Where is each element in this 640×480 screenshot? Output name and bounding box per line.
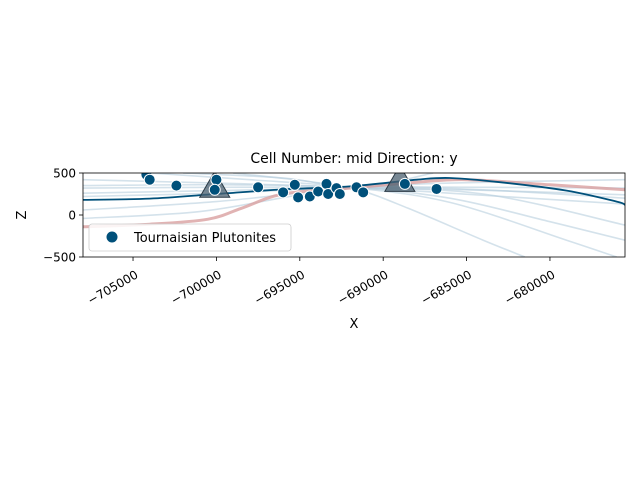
x-tick-label-5: −680000 bbox=[502, 267, 557, 307]
chart-title: Cell Number: mid Direction: y bbox=[250, 151, 457, 167]
y-axis-ticks: −500 0 500 bbox=[43, 167, 83, 265]
scatter-point-17 bbox=[398, 177, 411, 190]
scatter-point-18 bbox=[430, 182, 443, 195]
y-axis-label: Z bbox=[15, 210, 30, 219]
main-line bbox=[83, 177, 625, 206]
legend-marker bbox=[106, 231, 118, 243]
scatter-point-16 bbox=[357, 186, 370, 199]
legend-box bbox=[88, 223, 292, 252]
scatter-point-8 bbox=[292, 191, 305, 204]
scatter-point-12 bbox=[322, 188, 335, 200]
scatter-point-7 bbox=[288, 178, 301, 191]
scatter-point-6 bbox=[277, 186, 290, 199]
scatter-point-4 bbox=[208, 183, 221, 196]
x-tick-label-1: −700000 bbox=[169, 267, 224, 307]
legend-entry-label: Tournaisian Plutonites bbox=[133, 231, 276, 246]
scatter-point-5 bbox=[252, 181, 265, 194]
x-tick-label-3: −690000 bbox=[335, 267, 390, 307]
x-axis-ticks: −705000 −700000 −695000 −690000 −685000 −6800… bbox=[85, 257, 557, 308]
scatter-point-group bbox=[140, 173, 443, 204]
scatter-point-14 bbox=[333, 188, 346, 200]
y-tick-label-0: −500 bbox=[43, 251, 76, 265]
faint-line-7 bbox=[83, 183, 625, 241]
scatter-point-1 bbox=[143, 173, 156, 186]
plot-area bbox=[83, 173, 625, 257]
scatter-point-2 bbox=[170, 179, 183, 192]
x-tick-label-0: −705000 bbox=[85, 267, 140, 307]
x-axis-label: X bbox=[350, 317, 359, 332]
y-tick-label-1: 0 bbox=[68, 209, 76, 223]
y-tick-label-2: 500 bbox=[53, 167, 76, 181]
x-tick-label-2: −695000 bbox=[252, 267, 307, 307]
x-tick-label-4: −685000 bbox=[419, 267, 474, 307]
scatter-point-3 bbox=[210, 173, 223, 186]
scatter-point-11 bbox=[320, 177, 333, 190]
legend: Tournaisian Plutonites bbox=[88, 223, 292, 252]
